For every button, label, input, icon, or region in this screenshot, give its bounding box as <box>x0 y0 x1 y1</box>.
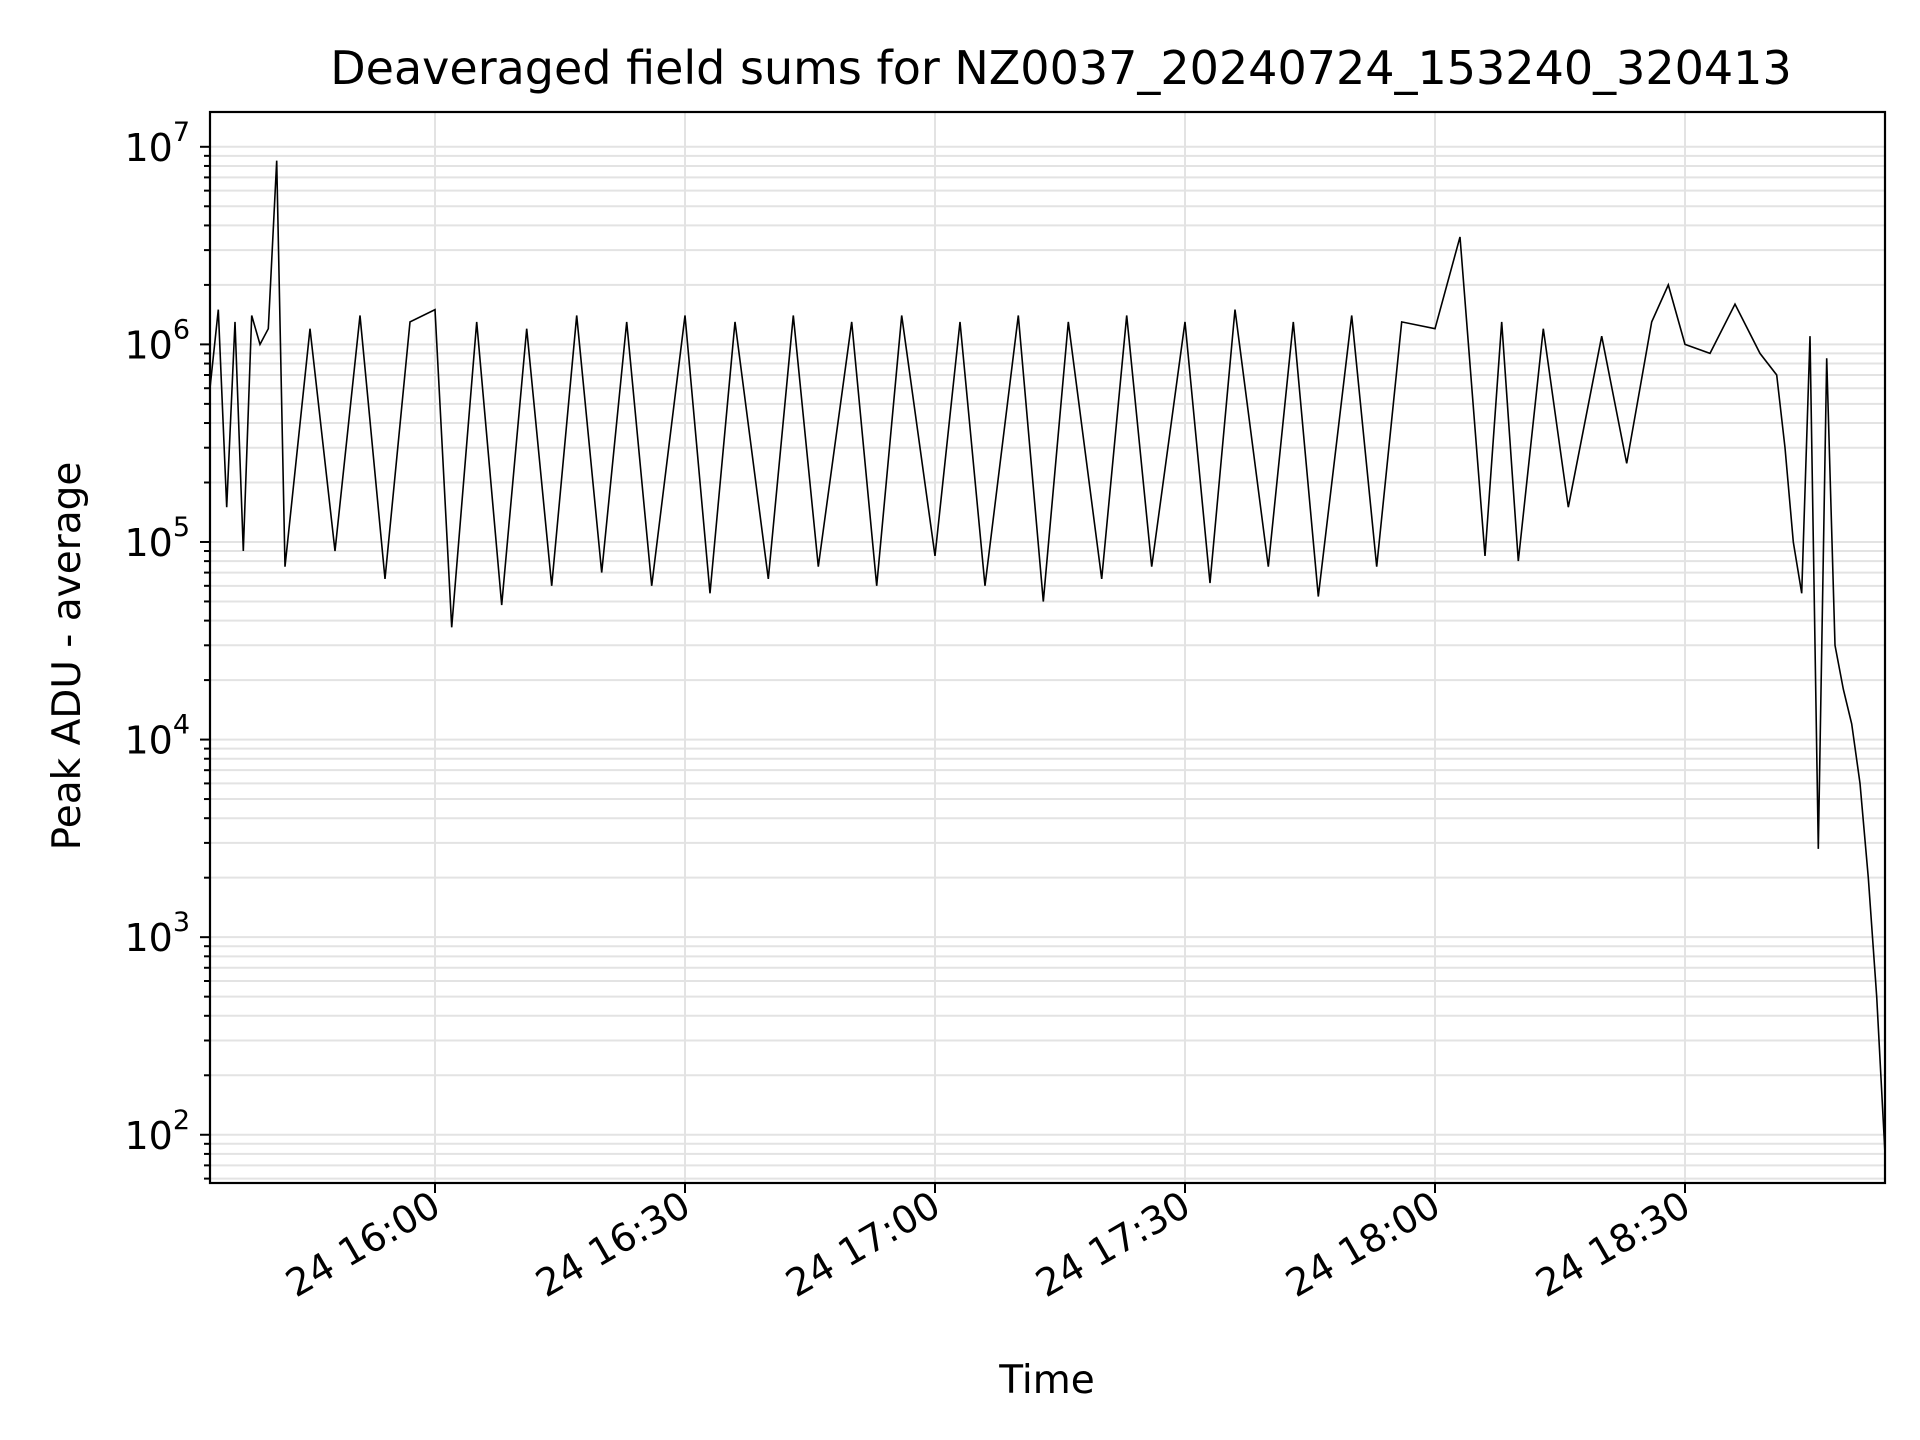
plot-frame <box>208 110 1887 1185</box>
series-layer <box>209 160 1886 1154</box>
y-tick-label: 105 <box>124 512 190 565</box>
y-tick-label: 102 <box>124 1105 190 1158</box>
grid <box>210 112 1885 1183</box>
y-tick-label: 107 <box>124 117 190 170</box>
series-line <box>209 160 1886 1154</box>
y-axis-label: Peak ADU - average <box>45 462 90 851</box>
y-tick-label: 103 <box>124 907 190 960</box>
chart-title: Deaveraged field sums for NZ0037_2024072… <box>330 41 1791 95</box>
y-tick-label: 106 <box>124 314 190 367</box>
x-axis-label: Time <box>998 1358 1094 1403</box>
y-tick-label: 104 <box>124 710 190 763</box>
